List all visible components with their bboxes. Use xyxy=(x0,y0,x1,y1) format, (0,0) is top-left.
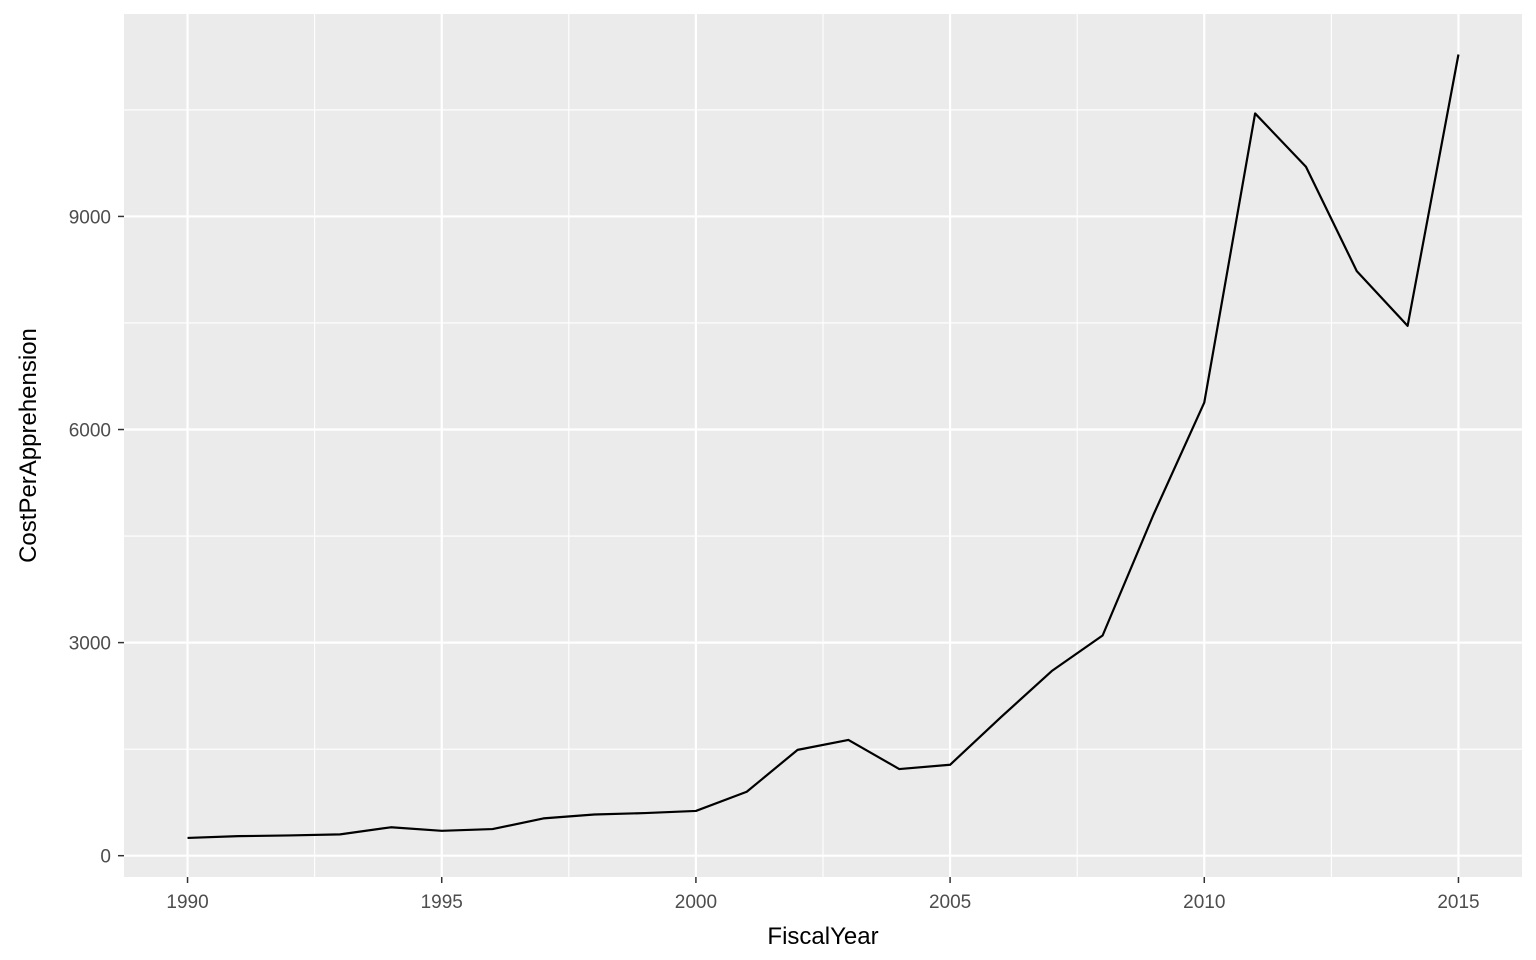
x-axis: 1990 1995 2000 2005 2010 2015 xyxy=(166,877,1480,913)
series-line xyxy=(187,54,1460,840)
minor-gridlines xyxy=(124,14,1522,877)
y-tick-label: 0 xyxy=(100,847,111,868)
y-tick-label: 3000 xyxy=(69,634,111,655)
x-tick-label: 1990 xyxy=(166,892,208,913)
y-tick-label: 9000 xyxy=(69,207,111,228)
x-tick-label: 1995 xyxy=(421,892,463,913)
major-gridlines xyxy=(124,14,1522,877)
x-tick-label: 2010 xyxy=(1183,892,1225,913)
x-axis-title: FiscalYear xyxy=(767,923,878,950)
y-axis: 0 3000 6000 9000 xyxy=(69,207,124,868)
y-tick-label: 6000 xyxy=(69,421,111,442)
y-axis-title: CostPerApprehension xyxy=(15,328,42,563)
x-tick-label: 2005 xyxy=(929,892,971,913)
x-tick-label: 2015 xyxy=(1437,892,1479,913)
x-tick-label: 2000 xyxy=(675,892,717,913)
